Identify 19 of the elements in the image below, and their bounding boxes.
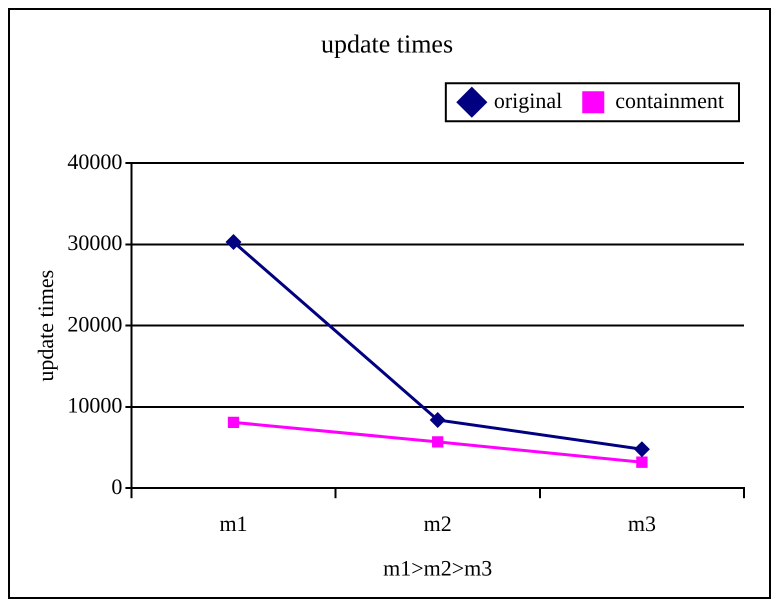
y-tick-label: 30000 (67, 230, 122, 256)
point (430, 412, 446, 428)
point (634, 441, 650, 458)
y-tick-label: 40000 (67, 148, 122, 174)
x-tick-label: m2 (424, 511, 452, 536)
y-tick-label: 20000 (67, 311, 122, 336)
point (226, 234, 242, 250)
point (432, 436, 444, 448)
x-axis-title: m1>m2>m3 (383, 556, 492, 581)
legend-label: containment (615, 88, 724, 113)
point (636, 456, 648, 468)
y-tick-label: 0 (111, 474, 122, 499)
y-tick-label: 10000 (67, 392, 122, 418)
x-tick-label: m1 (219, 511, 248, 536)
x-tick-label: m3 (628, 511, 656, 536)
chart-title: update times (320, 29, 454, 58)
point (228, 416, 240, 428)
legend-label: original (494, 88, 562, 113)
y-axis-title: update times (32, 270, 58, 382)
